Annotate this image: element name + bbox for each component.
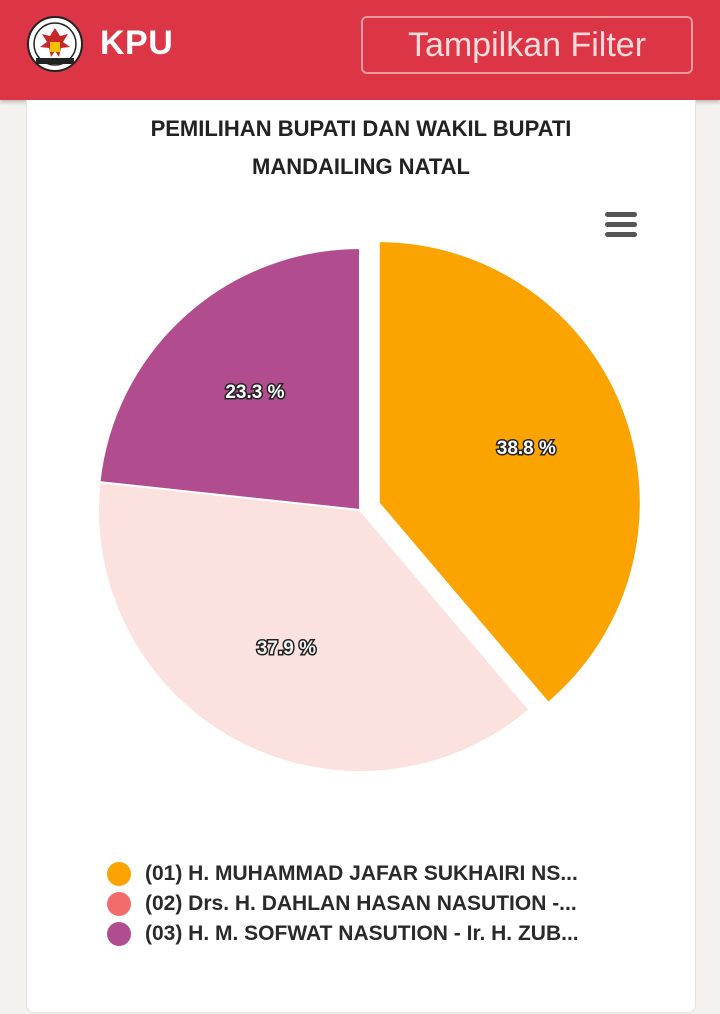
legend-label-01: (01) H. MUHAMMAD JAFAR SUKHAIRI NS... [145,862,578,885]
legend-label-03: (03) H. M. SOFWAT NASUTION - Ir. H. ZUB.… [145,922,579,945]
chart-title-line-1: PEMILIHAN BUPATI DAN WAKIL BUPATI [150,116,572,141]
legend-marker-02 [107,892,131,916]
legend-item-03[interactable]: (03) H. M. SOFWAT NASUTION - Ir. H. ZUB.… [107,918,667,948]
chart-menu-icon[interactable] [603,212,639,240]
brand-title[interactable]: KPU [100,24,174,62]
kpu-logo-icon[interactable] [26,14,84,74]
top-navbar: KPU Tampilkan Filter [0,0,720,100]
chart-legend: (01) H. MUHAMMAD JAFAR SUKHAIRI NS... (0… [107,858,667,948]
legend-label-02: (02) Drs. H. DAHLAN HASAN NASUTION -... [145,892,577,915]
show-filter-button[interactable]: Tampilkan Filter [361,16,693,74]
legend-item-02[interactable]: (02) Drs. H. DAHLAN HASAN NASUTION -... [107,888,667,918]
pie-slice-02[interactable] [97,480,531,773]
legend-marker-01 [107,862,131,886]
legend-marker-03 [107,922,131,946]
pie-slice-01[interactable] [377,240,642,705]
pie-slice-03[interactable] [98,246,361,512]
chart-title-line-2: MANDAILING NATAL [252,154,470,179]
chart-title: PEMILIHAN BUPATI DAN WAKIL BUPATI MANDAI… [27,110,695,186]
legend-item-01[interactable]: (01) H. MUHAMMAD JAFAR SUKHAIRI NS... [107,858,667,888]
